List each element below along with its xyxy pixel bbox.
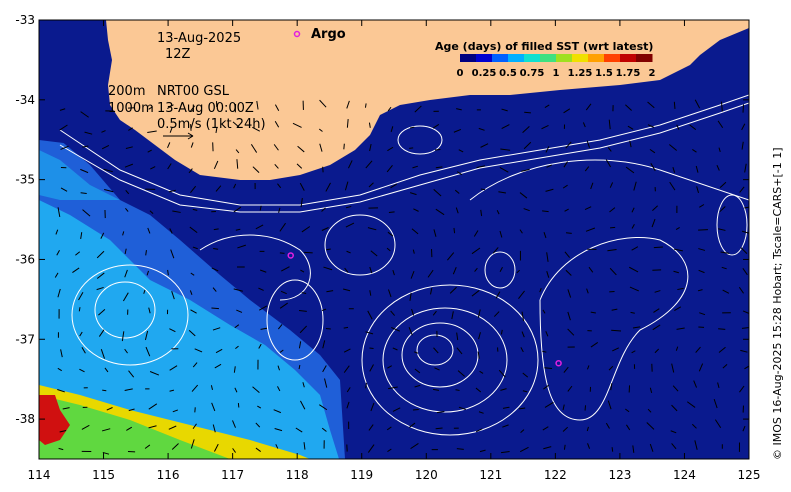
velocity-arrow bbox=[413, 409, 419, 410]
x-tick-label: 118 bbox=[286, 468, 309, 482]
legend-color-swatch bbox=[540, 54, 557, 62]
legend-tick-label: 1.25 bbox=[568, 68, 593, 79]
product-label: NRT00 GSL bbox=[157, 84, 230, 99]
x-tick-label: 119 bbox=[350, 468, 373, 482]
velocity-arrow bbox=[211, 308, 219, 309]
velocity-arrow bbox=[654, 247, 663, 248]
velocity-arrow bbox=[612, 447, 613, 452]
legend-color-swatch bbox=[460, 54, 477, 62]
velocity-arrow bbox=[698, 230, 708, 231]
velocity-arrow bbox=[566, 233, 572, 234]
legend-color-swatch bbox=[556, 54, 573, 62]
legend-color-swatch bbox=[620, 54, 637, 62]
velocity-arrow bbox=[79, 307, 80, 311]
legend-tick-label: 0.5 bbox=[499, 68, 517, 79]
isobath-1000m-label: 1000m bbox=[108, 101, 154, 116]
legend-tick-label: 1 bbox=[553, 68, 560, 79]
velocity-arrow bbox=[213, 249, 218, 250]
legend-title: Age (days) of filled SST (wrt latest) bbox=[435, 40, 653, 53]
x-tick-label: 124 bbox=[673, 468, 696, 482]
product-time-label: 13-Aug 00:00Z bbox=[157, 101, 254, 116]
y-tick-label: -37 bbox=[15, 332, 35, 346]
legend-color-swatch bbox=[524, 54, 541, 62]
y-tick-label: -35 bbox=[15, 173, 35, 187]
velocity-arrow bbox=[456, 390, 460, 391]
velocity-arrow bbox=[454, 228, 455, 233]
velocity-arrow bbox=[369, 348, 373, 349]
y-tick-label: -38 bbox=[15, 412, 35, 426]
legend-tick-label: 2 bbox=[649, 68, 656, 79]
y-tick-label: -36 bbox=[15, 252, 35, 266]
x-tick-label: 121 bbox=[479, 468, 502, 482]
velocity-arrow bbox=[102, 390, 106, 391]
velocity-arrow bbox=[564, 445, 565, 450]
legend-tick-label: 1.75 bbox=[616, 68, 641, 79]
x-tick-label: 115 bbox=[92, 468, 115, 482]
date-label: 13-Aug-2025 bbox=[157, 31, 241, 46]
velocity-arrow bbox=[611, 330, 621, 331]
velocity-arrow bbox=[718, 329, 725, 330]
legend-colorbar bbox=[460, 54, 653, 62]
y-tick-label: -34 bbox=[15, 93, 35, 107]
velocity-arrow bbox=[280, 253, 285, 254]
legend-tick-label: 0.75 bbox=[520, 68, 545, 79]
isobath-200m-label: 200m bbox=[108, 84, 145, 99]
x-tick-label: 117 bbox=[221, 468, 244, 482]
time-label: 12Z bbox=[165, 47, 191, 62]
legend-tick-label: 0.25 bbox=[472, 68, 497, 79]
legend-color-swatch bbox=[572, 54, 589, 62]
legend-color-swatch bbox=[588, 54, 605, 62]
legend-color-swatch bbox=[476, 54, 493, 62]
y-tick-label: -33 bbox=[15, 13, 35, 27]
velocity-arrow bbox=[168, 270, 169, 275]
velocity-arrow bbox=[326, 328, 331, 329]
legend-tick-label: 1.5 bbox=[595, 68, 613, 79]
legend-tick-labels: 0 0.25 0.5 0.75 1 1.25 1.5 1.75 2 bbox=[457, 68, 656, 79]
legend-color-swatch bbox=[604, 54, 621, 62]
x-tick-label: 125 bbox=[738, 468, 761, 482]
credit-text: © IMOS 16-Aug-2025 15:28 Hobart; Tscale=… bbox=[771, 147, 784, 460]
velocity-arrow bbox=[365, 103, 366, 107]
legend-tick-label: 0 bbox=[457, 68, 464, 79]
x-tick-label: 120 bbox=[415, 468, 438, 482]
x-tick-label: 116 bbox=[157, 468, 180, 482]
velocity-arrow bbox=[344, 144, 345, 150]
x-tick-label: 122 bbox=[544, 468, 567, 482]
legend-color-swatch bbox=[492, 54, 509, 62]
velocity-arrow bbox=[389, 212, 395, 213]
legend-color-swatch bbox=[508, 54, 525, 62]
velocity-arrow bbox=[524, 112, 531, 113]
velocity-arrow bbox=[304, 252, 313, 253]
argo-legend-label: Argo bbox=[311, 27, 346, 42]
x-tick-label: 123 bbox=[608, 468, 631, 482]
x-tick-label: 114 bbox=[28, 468, 51, 482]
velocity-arrow bbox=[674, 102, 675, 109]
legend-color-swatch bbox=[636, 54, 653, 62]
arrow-scale-label: 0.5m/s (1kt 24h) bbox=[157, 117, 266, 132]
